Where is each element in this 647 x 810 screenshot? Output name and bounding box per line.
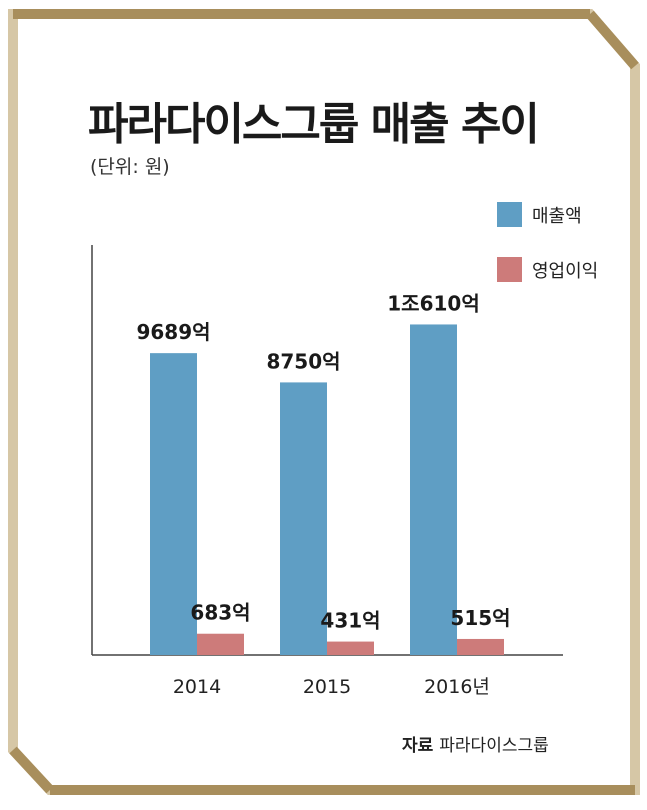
- chart-title: 파라다이스그룹 매출 추이: [88, 99, 540, 150]
- bar-revenue-0: [150, 353, 197, 655]
- unit-note: (단위: 원): [90, 156, 170, 178]
- bar-revenue-1: [280, 382, 327, 655]
- data-label-operating-profit-2: 515억: [450, 606, 510, 630]
- x-tick-label-1: 2015: [303, 676, 351, 698]
- legend-label-1: 영업이익: [532, 261, 598, 282]
- bar-revenue-2: [410, 324, 457, 655]
- legend-swatch-0: [497, 202, 522, 227]
- legend-swatch-1: [497, 257, 522, 282]
- data-label-operating-profit-1: 431억: [320, 609, 380, 633]
- data-label-revenue-1: 8750억: [266, 349, 340, 373]
- source-label: 자료: [402, 736, 434, 756]
- x-tick-label-2: 2016년: [424, 676, 490, 698]
- source-name: 파라다이스그룹: [439, 736, 549, 756]
- source-note: 자료 파라다이스그룹: [402, 731, 549, 756]
- bar-operating-profit-2: [457, 638, 504, 655]
- bar-operating-profit-1: [327, 641, 374, 655]
- data-label-revenue-2: 1조610억: [387, 291, 479, 315]
- data-label-revenue-0: 9689억: [136, 320, 210, 344]
- x-tick-label-0: 2014: [173, 676, 221, 698]
- legend-label-0: 매출액: [532, 206, 582, 227]
- bar-operating-profit-0: [197, 633, 244, 655]
- data-label-operating-profit-0: 683억: [190, 601, 250, 625]
